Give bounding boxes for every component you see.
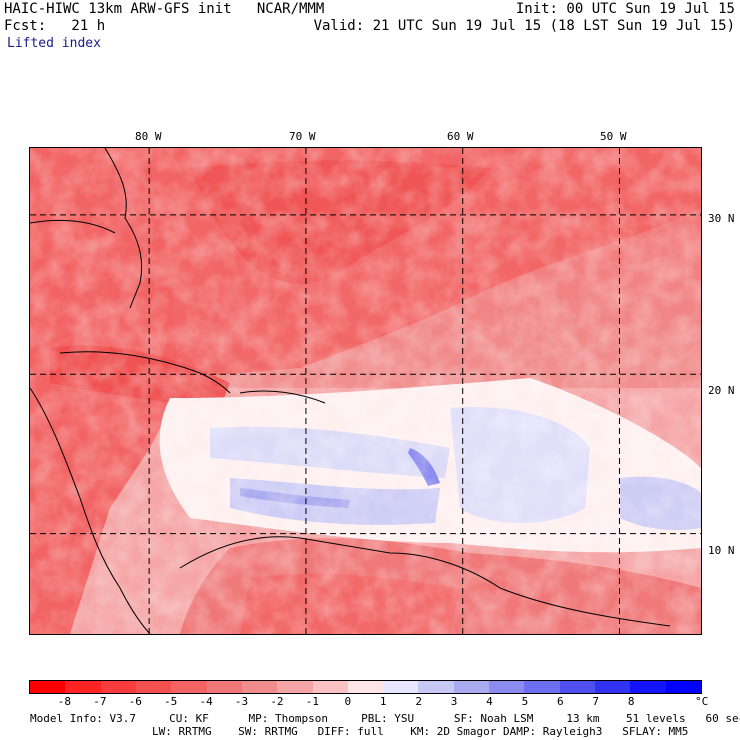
coastline-central-america	[30, 387, 151, 634]
model-info-line-1: Model Info: V3.7 CU: KF MP: Thompson PBL…	[30, 712, 740, 725]
lon-label: 80 W	[135, 130, 162, 143]
lat-label: 10 N	[708, 544, 735, 557]
colorbar-tick-label: 8	[627, 695, 635, 708]
colorbar-segment	[135, 681, 172, 693]
forecast-hour: Fcst: 21 h	[4, 18, 106, 34]
colorbar-tick-label: 2	[415, 695, 422, 708]
colorbar-segment	[595, 681, 631, 693]
map-canvas	[30, 148, 701, 634]
colorbar-tick-label: -3	[234, 695, 249, 708]
init-time: Init: 00 UTC Sun 19 Jul 15	[515, 1, 735, 17]
colorbar-tick-label: 0	[344, 695, 352, 708]
coastline-hispaniola	[239, 390, 326, 404]
lon-label: 50 W	[600, 130, 627, 143]
colorbar-tick-label: 5	[521, 695, 529, 708]
lifted-index-map	[29, 147, 702, 635]
colorbar-segment	[489, 681, 525, 693]
colorbar-segment	[630, 681, 666, 693]
colorbar-segment	[665, 681, 701, 693]
colorbar-tick-label: 6	[557, 695, 564, 708]
colorbar-segment	[241, 681, 278, 693]
colorbar-tick-label: 7	[592, 695, 600, 708]
coastline-south-america	[179, 536, 671, 627]
colorbar-tick-label: 3	[450, 695, 458, 708]
colorbar-segment	[312, 681, 348, 693]
colorbar-segment	[277, 681, 313, 693]
colorbar-segment	[383, 681, 419, 693]
field-texture	[30, 148, 701, 634]
colorbar-segment	[418, 681, 454, 693]
colorbar-segment	[453, 681, 490, 693]
colorbar-segment	[559, 681, 595, 693]
colorbar-tick-label: -1	[305, 695, 319, 708]
lat-label: 30 N	[708, 212, 735, 225]
coastline-gulf	[30, 219, 116, 234]
colorbar-segment	[30, 681, 66, 693]
colorbar-tick-label: -2	[270, 695, 284, 708]
colorbar-segment	[206, 681, 242, 693]
lon-label: 60 W	[447, 130, 474, 143]
field-name: Lifted index	[7, 36, 101, 51]
lon-label: 70 W	[289, 130, 316, 143]
coastline-us	[104, 148, 143, 309]
colorbar-tick-label: 4	[486, 695, 493, 708]
valid-time: Valid: 21 UTC Sun 19 Jul 15 (18 LST Sun …	[313, 18, 735, 34]
colorbar-segment	[65, 681, 101, 693]
model-info-line-2: LW: RRTMG SW: RRTMG DIFF: full KM: 2D Sm…	[152, 725, 689, 738]
graticule	[30, 148, 701, 634]
colorbar-tick-label: -4	[199, 695, 213, 708]
coastline-cuba	[59, 351, 231, 394]
colorbar-tick-label: -5	[164, 695, 178, 708]
colorbar-tick-label: 1	[379, 695, 387, 708]
colorbar-segment	[100, 681, 136, 693]
colorbar-segment	[347, 681, 384, 693]
colorbar-segment	[171, 681, 207, 693]
colorbar-tick-label: -8	[57, 695, 72, 708]
colorbar	[29, 680, 702, 694]
colorbar-segment	[524, 681, 560, 693]
colorbar-tick-label: -7	[93, 695, 107, 708]
model-title: HAIC-HIWC 13km ARW-GFS init NCAR/MMM	[4, 1, 325, 17]
colorbar-tick-label: -6	[128, 695, 142, 708]
lat-label: 20 N	[708, 384, 735, 397]
colorbar-unit: °C	[695, 695, 709, 708]
